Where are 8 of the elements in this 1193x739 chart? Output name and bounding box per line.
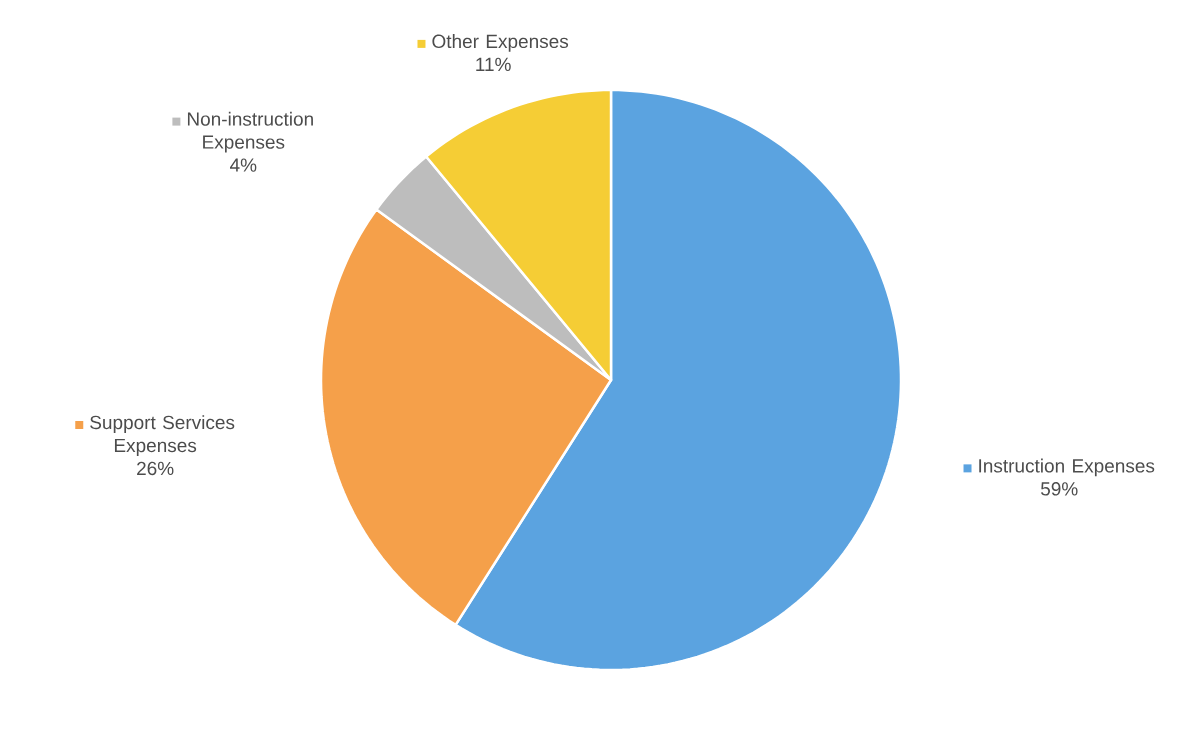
data-label: 26% (137, 461, 174, 476)
data-label: 59% (1040, 482, 1078, 496)
legend-label: Instruction Expenses (979, 458, 1155, 477)
legend-label: Other Expenses (432, 34, 569, 52)
legend-label: Support Services Expenses (90, 415, 235, 456)
data-label: 4% (230, 158, 257, 172)
data-label: 11% (476, 57, 511, 71)
legend-label: Non-instruction Expenses (187, 111, 313, 153)
